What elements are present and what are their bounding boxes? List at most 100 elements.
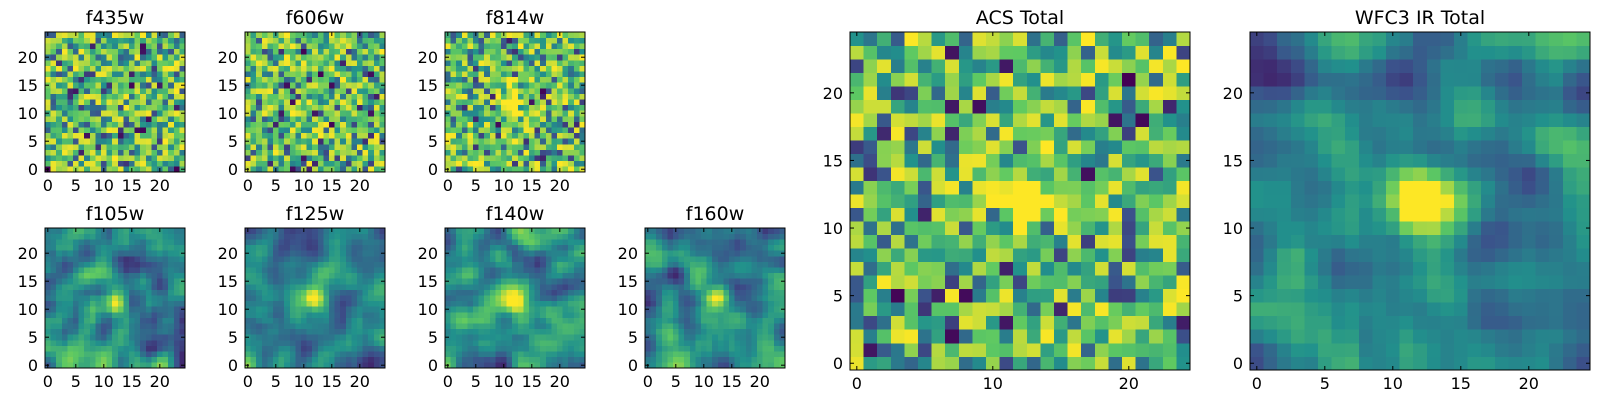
pixel	[373, 48, 380, 55]
pixel	[673, 328, 679, 335]
pixel	[173, 323, 180, 330]
pixel	[168, 228, 175, 234]
pixel	[295, 278, 302, 285]
pixel	[712, 256, 719, 262]
pixel	[529, 110, 535, 117]
pixel	[695, 261, 702, 268]
pixel	[467, 65, 474, 72]
pixel	[340, 356, 347, 363]
pixel	[289, 76, 296, 83]
pixel	[368, 250, 375, 257]
pixel	[123, 362, 130, 369]
pixel	[129, 256, 135, 262]
pixel	[357, 127, 363, 134]
pixel	[1013, 234, 1028, 249]
pixel	[357, 71, 363, 78]
pixel	[145, 345, 152, 352]
pixel	[351, 48, 358, 55]
pixel	[1135, 248, 1150, 263]
pixel	[340, 362, 347, 369]
pixel	[357, 278, 363, 285]
pixel	[473, 104, 479, 111]
pixel	[95, 110, 102, 117]
pixel	[256, 71, 263, 78]
pixel	[456, 93, 463, 100]
pixel	[306, 110, 313, 117]
pixel	[101, 82, 107, 89]
pixel	[501, 104, 507, 111]
pixel	[157, 60, 163, 66]
pixel	[78, 93, 85, 100]
pixel	[357, 356, 363, 363]
pixel	[50, 121, 57, 128]
pixel	[261, 250, 268, 257]
pixel	[534, 60, 541, 66]
pixel	[501, 261, 507, 268]
pixel	[261, 351, 268, 358]
pixel	[295, 334, 302, 341]
pixel	[61, 278, 68, 285]
pixel	[368, 99, 375, 106]
pixel	[534, 306, 541, 313]
pixel	[958, 275, 973, 290]
pixel	[534, 121, 541, 128]
pixel	[701, 340, 707, 346]
pixel	[84, 239, 91, 246]
pixel	[706, 340, 713, 346]
pixel	[250, 233, 257, 240]
pixel	[245, 144, 251, 150]
pixel	[1026, 248, 1041, 263]
pixel	[450, 138, 457, 145]
pixel	[489, 149, 496, 156]
pixel	[740, 295, 747, 302]
pixel	[445, 351, 451, 358]
pixel	[334, 256, 341, 262]
pixel	[712, 244, 719, 251]
pixel	[1013, 248, 1028, 263]
pixel	[306, 244, 313, 251]
y-tick-label: 10	[418, 300, 438, 319]
pixel	[461, 250, 468, 257]
pixel	[334, 250, 341, 257]
pixel	[501, 93, 507, 100]
pixel	[112, 340, 119, 346]
pixel	[162, 43, 169, 50]
pixel	[317, 60, 324, 66]
pixel	[495, 312, 502, 318]
pixel	[695, 233, 702, 240]
pixel	[340, 138, 347, 145]
pixel	[568, 300, 575, 307]
pixel	[523, 362, 530, 369]
pixel	[473, 306, 479, 313]
pixel	[301, 149, 307, 156]
pixel	[123, 132, 130, 139]
pixel	[740, 300, 747, 307]
pixel	[545, 54, 552, 61]
x-tick-label: 15	[722, 372, 742, 391]
pixel	[278, 76, 285, 83]
pixel	[340, 250, 347, 257]
pixel	[250, 239, 257, 246]
pixel	[50, 99, 57, 106]
pixel	[958, 234, 973, 249]
pixel	[145, 110, 152, 117]
pixel	[312, 256, 319, 262]
pixel	[904, 207, 919, 222]
pixel	[78, 149, 85, 156]
pixel	[129, 71, 135, 78]
pixel	[140, 250, 147, 257]
pixel	[89, 166, 96, 173]
pixel	[84, 272, 91, 279]
pixel	[562, 256, 569, 262]
pixel	[473, 312, 479, 318]
pixel	[1094, 180, 1109, 195]
pixel	[445, 37, 451, 44]
pixel	[106, 228, 113, 234]
pixel	[656, 351, 663, 358]
pixel	[517, 284, 524, 290]
pixel	[261, 317, 268, 324]
pixel	[284, 239, 291, 246]
pixel	[551, 144, 558, 150]
pixel	[362, 340, 369, 346]
pixel	[123, 88, 130, 94]
